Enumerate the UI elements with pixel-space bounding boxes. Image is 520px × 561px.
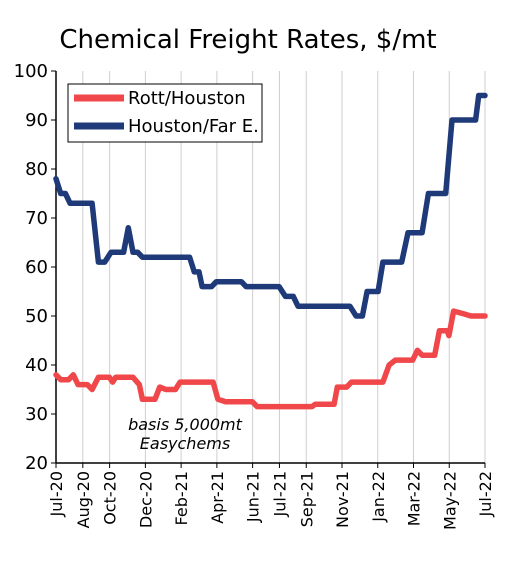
x-tick-label-6: Jun-21 [244, 471, 263, 523]
x-tick-label-4: Feb-21 [172, 471, 191, 525]
x-tick-label-5: Apr-21 [208, 471, 227, 524]
x-tick-label-10: Jan-22 [369, 471, 388, 523]
y-tick-label-40: 40 [25, 355, 48, 376]
legend-label-rott-houston: Rott/Houston [128, 88, 246, 109]
x-tick-label-0: Jul-20 [47, 471, 66, 517]
chart-title: Chemical Freight Rates, $/mt [59, 25, 436, 55]
series-lines [53, 92, 488, 410]
x-tick-label-12: May-22 [440, 471, 459, 530]
y-tick-label-80: 80 [25, 159, 48, 180]
legend: Rott/Houston Houston/Far E. [67, 83, 263, 143]
series-line-houston-far-e- [53, 92, 488, 319]
legend-box [67, 83, 263, 143]
y-tick-label-20: 20 [25, 453, 48, 474]
annotation-line-1: basis 5,000mt [128, 415, 243, 434]
y-tick-label-30: 30 [25, 404, 48, 425]
y-tick-label-60: 60 [25, 257, 48, 278]
x-tick-label-7: Jul-21 [270, 471, 289, 517]
series-line-rott-houston [53, 308, 488, 410]
y-tick-label-70: 70 [25, 208, 48, 229]
x-tick-label-3: Dec-20 [136, 471, 155, 528]
y-tick-label-100: 100 [14, 61, 48, 82]
x-tick-label-2: Oct-20 [101, 471, 120, 525]
x-tick-label-13: Jul-22 [476, 471, 495, 517]
x-tick-label-9: Nov-21 [333, 471, 352, 528]
y-tick-label-50: 50 [25, 306, 48, 327]
annotation-line-2: Easychems [140, 434, 230, 453]
x-tick-label-11: Mar-22 [405, 471, 424, 526]
x-tick-label-1: Aug-20 [74, 471, 93, 528]
chart-annotation: basis 5,000mt Easychems [128, 415, 243, 453]
y-axis-ticks: 20 30 40 50 60 70 80 90 100 [14, 61, 56, 474]
x-tick-label-8: Sep-21 [297, 471, 316, 527]
legend-label-houston-far-east: Houston/Far E. [128, 116, 259, 137]
x-axis-ticks: Jul-20 Aug-20 Oct-20 Dec-20 Feb-21 Apr-21 Jun-… [47, 463, 495, 530]
y-tick-label-90: 90 [25, 110, 48, 131]
